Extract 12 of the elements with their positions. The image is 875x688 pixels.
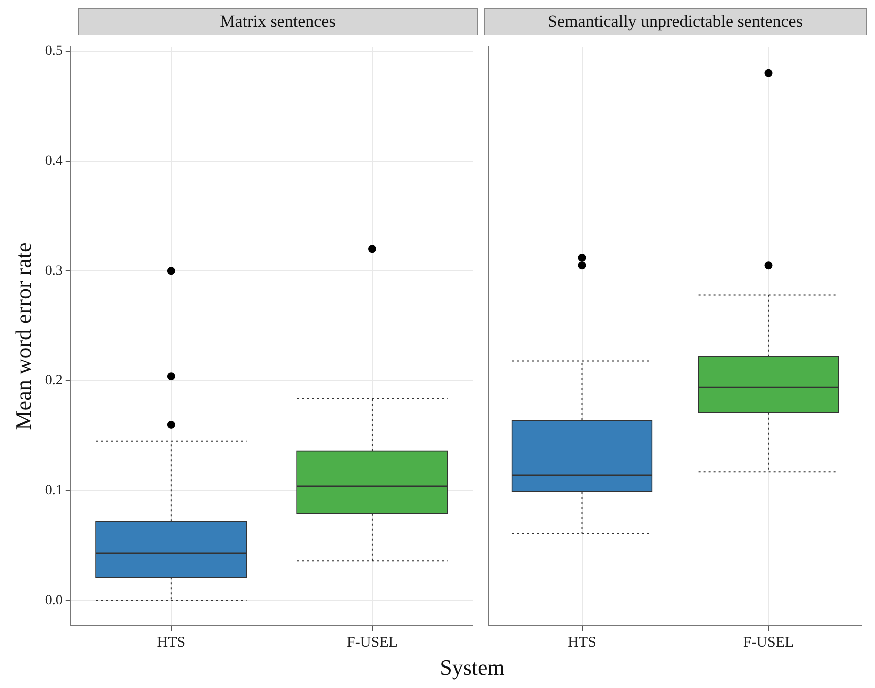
y-tick-label: 0.5 <box>45 44 63 60</box>
x-tick-label: HTS <box>157 634 186 651</box>
y-tick-label: 0.1 <box>45 484 63 499</box>
y-tick-label: 0.2 <box>45 374 63 389</box>
y-tick-label: 0.0 <box>45 593 63 608</box>
x-axis-title: System <box>439 655 506 681</box>
x-tick-label: F-USEL <box>743 634 794 651</box>
y-tick-label: 0.4 <box>45 154 63 169</box>
y-tick-label: 0.3 <box>45 264 63 279</box>
x-tick-label: HTS <box>568 634 596 651</box>
x-tick-label: F-USEL <box>347 634 398 651</box>
y-axis-title: Mean word error rate <box>10 242 36 430</box>
